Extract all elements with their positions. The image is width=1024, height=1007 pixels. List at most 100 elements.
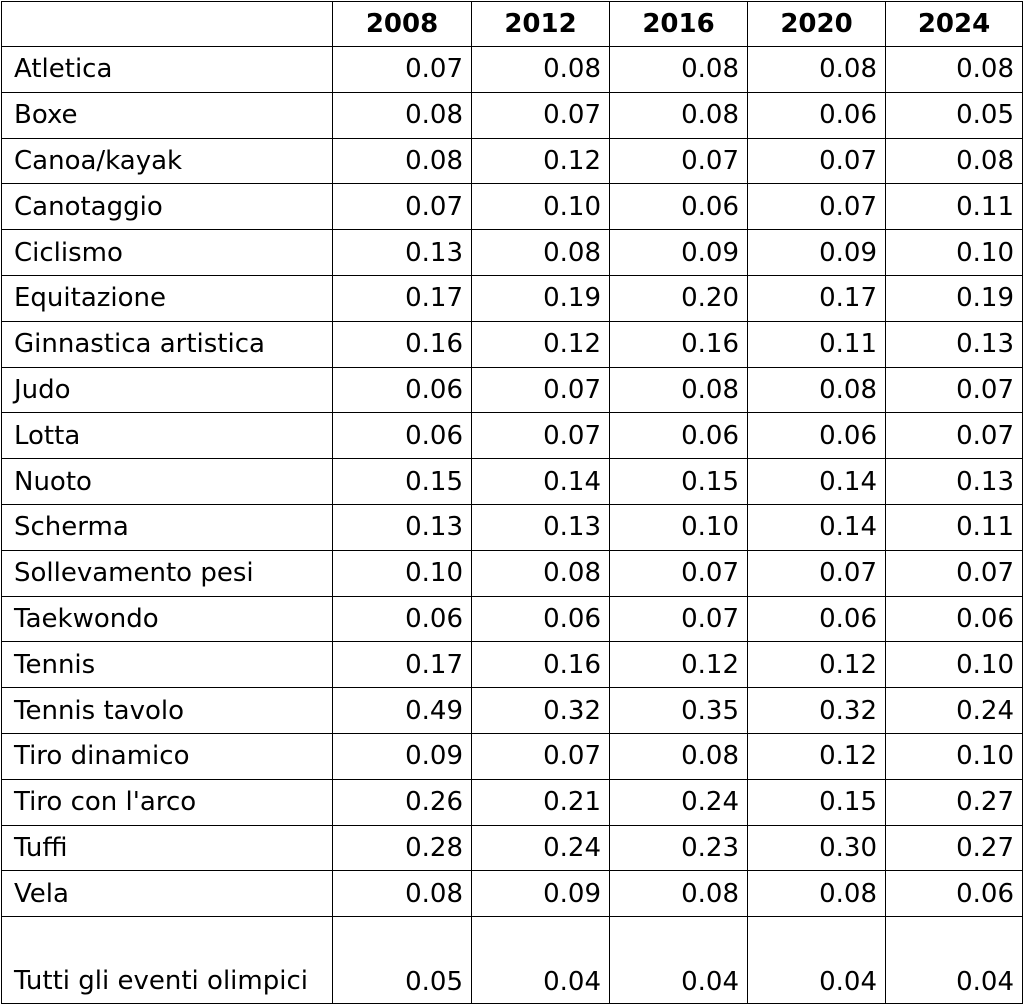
value-cell: 0.08: [471, 46, 610, 93]
value-cell: 0.07: [885, 366, 1023, 414]
header-cell-year: 2024: [885, 1, 1023, 47]
value-cell: 0.06: [747, 412, 886, 460]
row-label: Tiro dinamico: [1, 732, 333, 780]
row-label: Lotta: [1, 412, 333, 460]
value-cell: 0.04: [609, 916, 748, 1005]
value-cell: 0.10: [885, 641, 1023, 689]
value-cell: 0.11: [885, 183, 1023, 231]
row-label: Nuoto: [1, 458, 333, 505]
value-cell: 0.07: [471, 366, 610, 414]
value-cell: 0.08: [609, 366, 748, 414]
value-cell: 0.49: [332, 687, 472, 734]
value-cell: 0.10: [332, 549, 472, 597]
table-row: Tennis tavolo 0.49 0.32 0.35 0.32 0.24: [1, 687, 1023, 734]
value-cell: 0.19: [885, 274, 1023, 322]
value-cell: 0.09: [471, 870, 610, 918]
value-cell: 0.24: [885, 687, 1023, 734]
value-cell: 0.11: [885, 503, 1023, 551]
value-cell: 0.10: [471, 183, 610, 231]
value-cell: 0.14: [747, 458, 886, 505]
value-cell: 0.08: [332, 137, 472, 185]
row-label: Tuffi: [1, 824, 333, 872]
value-cell: 0.08: [471, 229, 610, 276]
value-cell: 0.08: [609, 91, 748, 139]
value-cell: 0.06: [332, 366, 472, 414]
value-cell: 0.17: [332, 641, 472, 689]
value-cell: 0.19: [471, 274, 610, 322]
value-cell: 0.04: [747, 916, 886, 1005]
value-cell: 0.12: [609, 641, 748, 689]
value-cell: 0.30: [747, 824, 886, 872]
table-row: Vela 0.08 0.09 0.08 0.08 0.06: [1, 870, 1023, 918]
value-cell: 0.07: [747, 183, 886, 231]
value-cell: 0.05: [332, 916, 472, 1005]
table-row: Tutti gli eventi olimpici 0.05 0.04 0.04 0.0…: [1, 916, 1023, 1005]
value-cell: 0.12: [747, 732, 886, 780]
row-label: Canoa/kayak: [1, 137, 333, 185]
value-cell: 0.15: [609, 458, 748, 505]
value-cell: 0.07: [885, 549, 1023, 597]
value-cell: 0.08: [747, 366, 886, 414]
value-cell: 0.06: [747, 91, 886, 139]
table-row: Scherma 0.13 0.13 0.10 0.14 0.11: [1, 503, 1023, 551]
row-label: Ginnastica artistica: [1, 320, 333, 368]
row-label: Sollevamento pesi: [1, 549, 333, 597]
value-cell: 0.16: [609, 320, 748, 368]
value-cell: 0.10: [885, 229, 1023, 276]
value-cell: 0.07: [471, 91, 610, 139]
table-row: Nuoto 0.15 0.14 0.15 0.14 0.13: [1, 458, 1023, 505]
value-cell: 0.27: [885, 778, 1023, 826]
row-label: Vela: [1, 870, 333, 918]
value-cell: 0.12: [471, 137, 610, 185]
value-cell: 0.06: [471, 595, 610, 643]
row-label: Boxe: [1, 91, 333, 139]
value-cell: 0.08: [747, 46, 886, 93]
row-label: Ciclismo: [1, 229, 333, 276]
value-cell: 0.35: [609, 687, 748, 734]
table-row: Tuffi 0.28 0.24 0.23 0.30 0.27: [1, 824, 1023, 872]
value-cell: 0.26: [332, 778, 472, 826]
value-cell: 0.27: [885, 824, 1023, 872]
value-cell: 0.08: [332, 91, 472, 139]
table-row: Tennis 0.17 0.16 0.12 0.12 0.10: [1, 641, 1023, 689]
value-cell: 0.24: [471, 824, 610, 872]
header-cell-year: 2020: [747, 1, 886, 47]
row-label: Canotaggio: [1, 183, 333, 231]
value-cell: 0.07: [747, 549, 886, 597]
value-cell: 0.06: [332, 412, 472, 460]
value-cell: 0.08: [609, 46, 748, 93]
value-cell: 0.32: [471, 687, 610, 734]
value-cell: 0.21: [471, 778, 610, 826]
value-cell: 0.04: [471, 916, 610, 1005]
row-label: Tutti gli eventi olimpici: [1, 916, 333, 1005]
value-cell: 0.07: [332, 46, 472, 93]
value-cell: 0.20: [609, 274, 748, 322]
value-cell: 0.07: [332, 183, 472, 231]
table-row: Equitazione 0.17 0.19 0.20 0.17 0.19: [1, 274, 1023, 322]
value-cell: 0.15: [747, 778, 886, 826]
value-cell: 0.15: [332, 458, 472, 505]
row-label: Tennis tavolo: [1, 687, 333, 734]
value-cell: 0.08: [609, 870, 748, 918]
value-cell: 0.17: [332, 274, 472, 322]
value-cell: 0.08: [747, 870, 886, 918]
table-row: Tiro dinamico 0.09 0.07 0.08 0.12 0.10: [1, 732, 1023, 780]
value-cell: 0.06: [747, 595, 886, 643]
value-cell: 0.06: [885, 870, 1023, 918]
row-label: Taekwondo: [1, 595, 333, 643]
value-cell: 0.12: [747, 641, 886, 689]
row-label: Scherma: [1, 503, 333, 551]
value-cell: 0.06: [609, 412, 748, 460]
table-row: Sollevamento pesi 0.10 0.08 0.07 0.07 0.07: [1, 549, 1023, 597]
value-cell: 0.28: [332, 824, 472, 872]
value-cell: 0.16: [332, 320, 472, 368]
value-cell: 0.04: [885, 916, 1023, 1005]
value-cell: 0.13: [332, 229, 472, 276]
value-cell: 0.07: [471, 732, 610, 780]
table-row: Canoa/kayak 0.08 0.12 0.07 0.07 0.08: [1, 137, 1023, 185]
value-cell: 0.09: [747, 229, 886, 276]
value-cell: 0.07: [609, 549, 748, 597]
header-cell-year: 2016: [609, 1, 748, 47]
value-cell: 0.05: [885, 91, 1023, 139]
value-cell: 0.06: [885, 595, 1023, 643]
